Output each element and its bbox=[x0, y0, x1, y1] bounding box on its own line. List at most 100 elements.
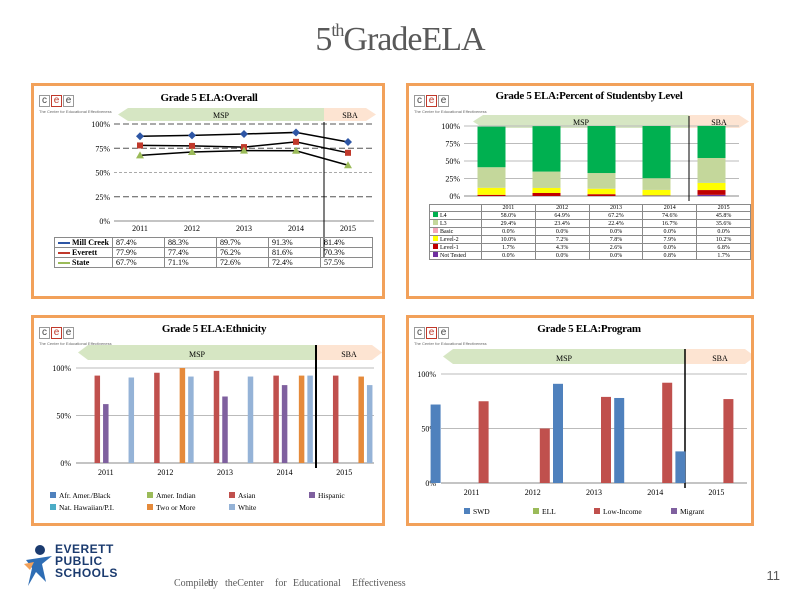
msp-band-label: MSP bbox=[213, 111, 230, 120]
y-tick-label: 100% bbox=[52, 364, 71, 373]
bar bbox=[478, 401, 489, 483]
table-cell: 16.7% bbox=[642, 219, 698, 228]
table-cell: 88.3% bbox=[163, 237, 217, 248]
table-cell: 76.2% bbox=[215, 247, 269, 258]
x-tick-label: 2014 bbox=[642, 204, 698, 212]
stacked-bar-segment bbox=[532, 171, 561, 188]
bar bbox=[298, 375, 305, 463]
legend-label: Hispanic bbox=[318, 491, 345, 500]
legend-label: Basic bbox=[440, 229, 454, 235]
stacked-bar-segment bbox=[642, 195, 671, 196]
series-name-cell: Mill Creek bbox=[54, 237, 113, 248]
legend-label: Level-2 bbox=[440, 237, 459, 243]
bar bbox=[128, 377, 135, 463]
stacked-bar-segment bbox=[697, 194, 726, 196]
table-cell: 0.0% bbox=[588, 251, 644, 260]
x-tick-label: 2012 bbox=[157, 468, 173, 477]
table-cell: 29.4% bbox=[480, 219, 536, 228]
bar bbox=[539, 428, 550, 483]
legend-key bbox=[229, 492, 235, 498]
y-tick-label: 100% bbox=[441, 122, 460, 131]
bar bbox=[247, 376, 254, 463]
legend-key bbox=[309, 492, 315, 498]
table-cell: 57.5% bbox=[319, 257, 373, 268]
table-cell: 7.9% bbox=[642, 235, 698, 244]
msp-band-label: MSP bbox=[189, 350, 206, 359]
table-cell: 91.3% bbox=[267, 237, 321, 248]
data-point bbox=[344, 161, 352, 169]
bar bbox=[154, 372, 160, 463]
title-ordinal: th bbox=[331, 20, 344, 40]
table-cell: 10.0% bbox=[480, 235, 536, 244]
data-point bbox=[292, 146, 300, 154]
sba-band bbox=[316, 345, 382, 360]
x-tick-label: 2013 bbox=[586, 488, 602, 497]
data-point bbox=[240, 146, 248, 154]
table-cell: 7.2% bbox=[534, 235, 590, 244]
stacked-bar-segment bbox=[587, 188, 616, 195]
bar bbox=[723, 399, 734, 483]
x-tick-label: 2013 bbox=[217, 468, 233, 477]
msp-band-label: MSP bbox=[556, 354, 573, 363]
y-tick-label: 100% bbox=[91, 120, 110, 129]
compiled-by-credit: Effectiveness bbox=[352, 578, 406, 589]
compiled-by-credit: Compiled bbox=[174, 578, 214, 589]
table-row: Level-2 10.0% 7.2% 7.8% 7.9% 10.2% bbox=[429, 235, 751, 244]
legend-key bbox=[58, 252, 70, 255]
overall-line-chart: MSP SBA 0% 25% 50% 75% 100% 2011 2012 2013 2014 201… bbox=[91, 108, 376, 258]
legend-label: ELL bbox=[542, 507, 556, 516]
stacked-bar-segment bbox=[642, 178, 671, 190]
data-point bbox=[136, 132, 144, 141]
sba-band-label: SBA bbox=[711, 118, 727, 127]
bar bbox=[222, 396, 228, 463]
data-point bbox=[188, 131, 196, 140]
series-name-cell: Level-2 bbox=[429, 235, 482, 244]
x-tick-label: 2015 bbox=[336, 468, 352, 477]
table-cell: 67.2% bbox=[588, 211, 644, 220]
y-tick-label: 50% bbox=[421, 425, 436, 434]
stacked-bar-segment bbox=[587, 194, 616, 196]
x-tick-label: 2013 bbox=[588, 204, 644, 212]
legend-label: Asian bbox=[238, 491, 256, 500]
data-point bbox=[292, 128, 300, 137]
legend-key bbox=[533, 508, 539, 514]
data-point bbox=[136, 151, 144, 159]
table-cell: 0.0% bbox=[696, 227, 751, 236]
table-corner-cell bbox=[429, 204, 482, 212]
logo-text: EVERETT PUBLIC SCHOOLS bbox=[55, 542, 118, 580]
legend-key bbox=[671, 508, 677, 514]
program-bar-chart: MSP SBA 0% 50% 100% 2011 2012 2013 2014 2015 SWD EL… bbox=[417, 349, 751, 516]
table-cell: 67.7% bbox=[111, 257, 165, 268]
everett-public-schools-logo: EVERETT PUBLIC SCHOOLS bbox=[22, 542, 132, 592]
msp-band bbox=[78, 345, 316, 360]
slide-title: 5thGradeELA bbox=[0, 20, 800, 59]
data-point bbox=[293, 138, 299, 145]
y-tick-label: 0% bbox=[449, 192, 460, 201]
bar bbox=[188, 376, 194, 463]
table-cell: 87.4% bbox=[111, 237, 165, 248]
table-cell: 77.9% bbox=[111, 247, 165, 258]
table-row: Basic 0.0% 0.0% 0.0% 0.0% 0.0% bbox=[429, 227, 751, 236]
legend-label: L3 bbox=[440, 221, 447, 227]
legend-key bbox=[433, 252, 438, 257]
legend-label: Amer. Indian bbox=[156, 491, 196, 500]
table-row: Everett 77.9% 77.4% 76.2% 81.6% 70.3% bbox=[54, 247, 373, 258]
stacked-bar-segment bbox=[532, 126, 561, 172]
sba-band-label: SBA bbox=[342, 111, 358, 120]
x-tick-label: 2012 bbox=[525, 488, 541, 497]
bar bbox=[675, 451, 686, 483]
legend-label: Level-1 bbox=[440, 245, 459, 251]
stacked-bar-segment bbox=[642, 189, 671, 196]
x-tick-label: 2012 bbox=[534, 204, 590, 212]
legend-label: Mill Creek bbox=[72, 238, 109, 247]
title-grade-number: 5 bbox=[315, 21, 332, 58]
x-tick-label: 2011 bbox=[464, 488, 480, 497]
student-figure-icon bbox=[24, 545, 52, 586]
msp-band bbox=[443, 349, 685, 364]
legend-key bbox=[464, 508, 470, 514]
y-tick-label: 0% bbox=[99, 217, 110, 226]
